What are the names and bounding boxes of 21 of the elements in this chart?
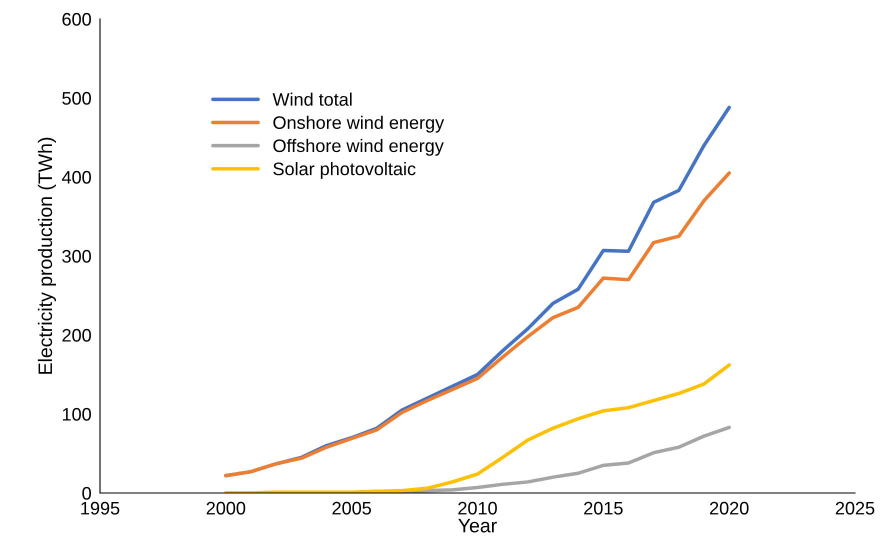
x-tick-label: 2000: [206, 502, 246, 515]
y-axis-title: Electricity production (TWh): [38, 138, 56, 374]
legend-label: Onshore wind energy: [273, 116, 444, 133]
y-tick-label: 100: [62, 408, 91, 421]
x-axis-title: Year: [458, 518, 497, 532]
y-tick-label: 500: [62, 92, 91, 105]
y-tick-label: 300: [62, 250, 91, 263]
y-tick-label: 600: [62, 12, 91, 26]
legend-label: Wind total: [272, 92, 352, 106]
x-tick-label: 2020: [710, 502, 749, 515]
line-series: [224, 363, 731, 493]
x-tick-label: 2025: [836, 502, 874, 515]
legend-label: Solar photovoltaic: [273, 162, 416, 179]
y-tick-label: 200: [62, 328, 91, 342]
y-tick-label: 0: [82, 486, 91, 500]
x-tick-label: 2005: [332, 502, 371, 515]
x-tick-label: 2015: [584, 502, 623, 515]
x-tick-label: 2010: [458, 502, 497, 515]
legend-label: Offshore wind energy: [273, 138, 444, 156]
y-tick-label: 400: [62, 170, 91, 184]
x-tick-label: 1995: [81, 502, 120, 515]
